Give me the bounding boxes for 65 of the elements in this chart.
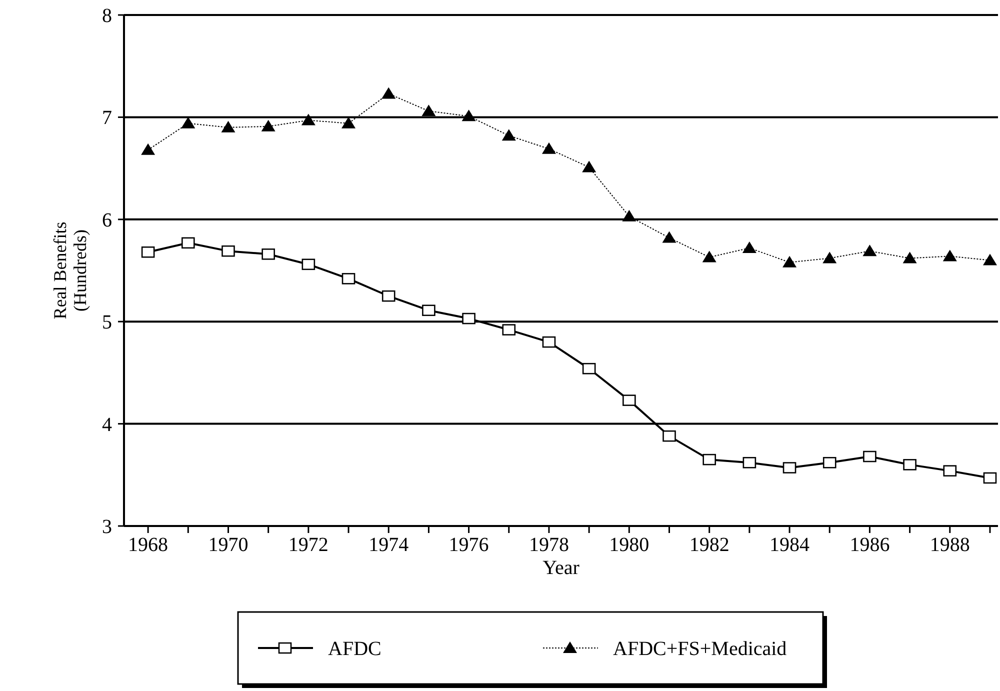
point [742,242,756,254]
point [702,250,716,262]
point [262,248,275,260]
point [983,472,997,484]
x-tick-label: 1978 [528,534,569,556]
x-tick-label: 1980 [609,534,650,556]
point [302,258,316,270]
point [502,324,516,336]
point [982,254,997,266]
point [822,456,836,468]
point [782,256,797,268]
point [382,290,396,302]
y-tick-label: 8 [102,5,112,27]
point [582,160,596,172]
point [502,129,516,141]
x-tick-label: 1984 [770,534,810,556]
legend-label: AFDC [328,638,382,660]
point [462,312,476,324]
y-axis-title: Real Benefits (Hundreds) [50,222,90,320]
point [542,142,556,154]
x-tick-label: 1970 [208,534,248,556]
point [181,116,196,128]
point [942,250,957,262]
point [862,244,877,256]
x-tick-label: 1974 [368,534,409,556]
x-tick-label: 1986 [850,534,890,556]
point [702,454,716,466]
point [342,116,356,128]
point [141,246,155,258]
point [622,210,636,222]
point [261,120,276,132]
point [742,456,756,468]
point [222,245,235,257]
x-tick-label: 1972 [288,534,328,556]
point [902,252,917,264]
point [141,143,156,155]
point [662,430,676,442]
point [863,450,876,462]
point [822,252,837,264]
point [782,462,796,474]
point [542,336,556,348]
legend-label: AFDC+FS+Medicaid [613,638,787,660]
point [462,110,476,122]
point [582,362,596,374]
point [422,304,436,316]
y-tick-label: 7 [102,107,112,130]
y-tick-label: 4 [102,414,112,436]
point [622,394,636,406]
x-axis-title: Year [542,557,580,579]
x-tick-label: 1968 [128,534,168,556]
point [181,237,195,249]
point [662,231,676,243]
x-tick-label: 1988 [930,534,970,556]
x-tick-label: 1982 [689,534,730,556]
y-tick-label: 6 [102,209,112,232]
point [382,87,396,99]
point [342,273,356,284]
y-tick-label: 5 [102,312,112,334]
point [422,104,436,116]
y-tick-label: 3 [102,516,112,538]
point [903,459,916,470]
point [301,114,316,126]
point [943,465,957,476]
x-tick-label: 1976 [448,534,489,556]
point [221,120,236,132]
